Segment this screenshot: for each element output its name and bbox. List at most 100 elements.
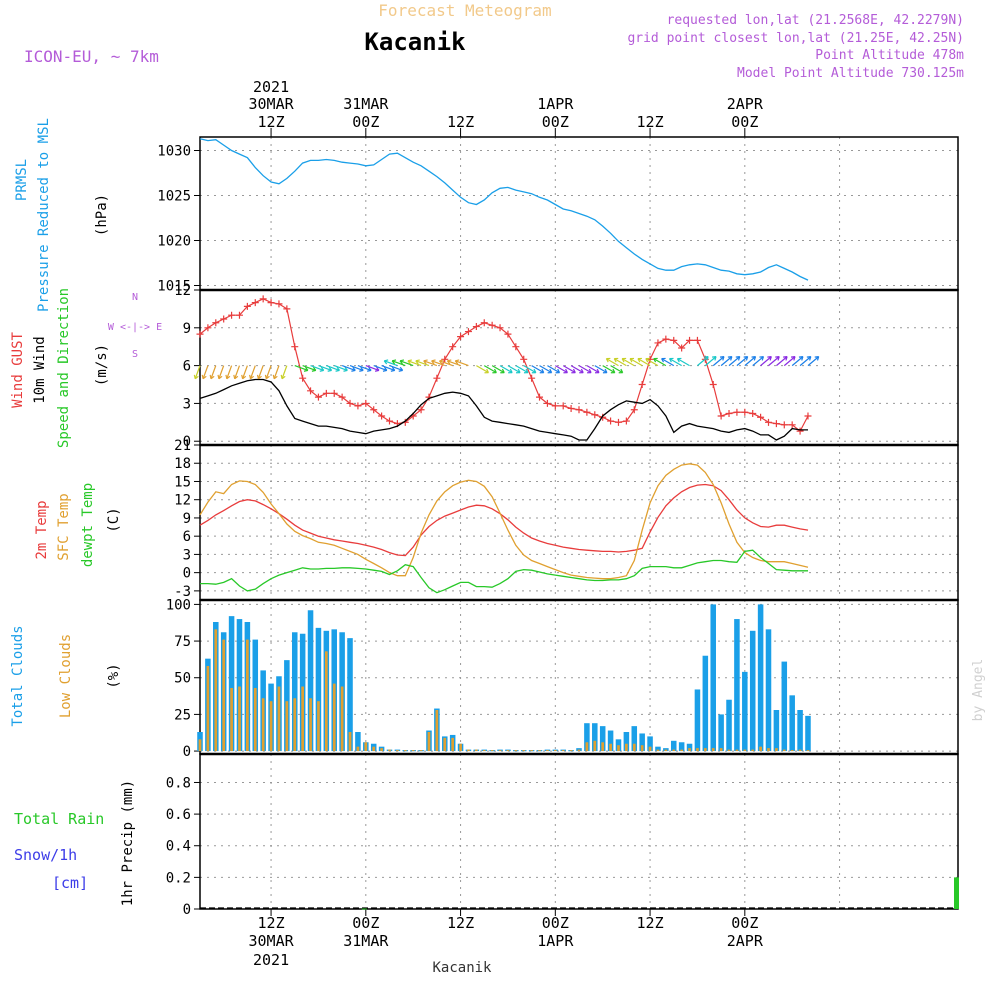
total-cloud-bar <box>655 746 661 752</box>
temp-ytick-label: 15 <box>174 474 191 490</box>
low-cloud-bar <box>214 629 218 752</box>
wind-arrow <box>712 356 725 367</box>
requested-coords: requested lon,lat (21.2568E, 42.2279N) <box>667 13 964 28</box>
top-time-date: 2APR <box>727 95 764 113</box>
wind-arrow <box>728 356 741 367</box>
low-cloud-bar <box>380 748 383 752</box>
clouds-ytick-label: 50 <box>174 671 191 687</box>
wind-arrow-head <box>704 356 709 361</box>
gust-marker <box>543 399 551 407</box>
top-time-year: 2021 <box>253 78 289 96</box>
wind-arrow-head <box>735 356 741 361</box>
wind-arrow-head <box>241 374 247 380</box>
dewpt-label: dewpt Temp <box>80 483 96 567</box>
wind-arrow-head <box>798 356 804 361</box>
rain-bar <box>361 908 367 910</box>
point-altitude: Point Altitude 478m <box>815 48 964 63</box>
wind-arrow <box>234 365 241 379</box>
wind-arrow-head <box>351 366 356 372</box>
pressure-ytick-label: 1020 <box>157 234 191 250</box>
wind-arrow <box>439 360 453 367</box>
low-cloud-bar <box>648 746 652 752</box>
wind-arrow <box>226 365 233 379</box>
gust-marker <box>717 412 725 420</box>
wind-arrow-head <box>610 368 616 374</box>
wind-arrow-head <box>621 357 627 363</box>
low-cloud-bar <box>459 743 462 752</box>
gust-marker <box>291 343 299 351</box>
top-time-hour: 12Z <box>258 113 285 131</box>
gust-marker <box>772 420 780 428</box>
low-cloud-bar <box>356 746 360 752</box>
wind-arrow-head <box>571 368 576 374</box>
wind-arrow <box>194 365 201 379</box>
gust-marker <box>654 339 662 347</box>
top-time-hour: 12Z <box>637 113 664 131</box>
temp-unit: (C) <box>106 507 122 532</box>
gust-marker <box>528 374 536 382</box>
low-cloud-bar <box>419 750 423 752</box>
gust-marker <box>630 406 638 414</box>
low-cloud-bar <box>672 749 676 752</box>
compass-s: S <box>132 349 138 360</box>
low-cloud-bar <box>546 750 549 752</box>
gust-marker <box>678 344 686 352</box>
low-cloud-bar <box>759 746 762 752</box>
total-cloud-bar <box>355 732 361 752</box>
total-cloud-bar <box>315 627 322 752</box>
wind-arrow <box>752 356 764 367</box>
gust-marker <box>686 336 694 344</box>
wind-ytick-label: 6 <box>183 359 191 375</box>
bottom-time-year: 2021 <box>253 951 289 969</box>
wind-arrow-head <box>563 368 568 374</box>
bottom-time-hour: 00Z <box>542 914 569 932</box>
low-cloud-bar <box>475 749 478 752</box>
bottom-place-label: Kacanik <box>432 960 492 976</box>
pressure-ytick-label: 1025 <box>157 189 191 205</box>
wind-arrow-head <box>327 366 333 372</box>
gust-line <box>199 298 809 433</box>
wind-ytick-label: 9 <box>183 321 191 337</box>
wind-arrow <box>349 365 364 371</box>
wind-arrow-head <box>775 356 780 361</box>
gust-marker <box>733 408 741 416</box>
wind-arrow-head <box>661 357 666 363</box>
wind-arrow <box>629 358 643 367</box>
total-cloud-bar <box>607 730 614 752</box>
total-cloud-bar <box>623 732 630 752</box>
wind-arrow <box>210 365 217 379</box>
wind-arrow-head <box>547 368 553 374</box>
gust-marker <box>338 393 346 401</box>
low-cloud-bar <box>309 698 312 752</box>
precip-ytick-label: 0.8 <box>166 775 191 791</box>
wind-arrow-head <box>415 359 420 365</box>
wind-arrow-head <box>201 374 207 380</box>
wind-arrow-head <box>233 374 239 380</box>
wind-arrow-head <box>605 357 611 363</box>
bottom-time-date: 30MAR <box>248 932 294 950</box>
wind-arrow <box>570 365 584 374</box>
wind-arrow <box>677 358 690 367</box>
total-cloud-bar <box>789 695 795 752</box>
wind-arrow <box>669 358 682 367</box>
wind-arrow-head <box>390 366 396 372</box>
gust-marker <box>370 406 378 414</box>
wind-arrow-head <box>602 368 608 374</box>
low-cloud-bar <box>435 710 439 752</box>
low-cloud-bar <box>230 688 233 752</box>
wind-arrow <box>760 356 772 367</box>
temp-ytick-label: 9 <box>183 511 191 527</box>
wind-arrow-head <box>399 359 405 365</box>
sfc-temp-line <box>199 463 809 580</box>
wind-arrow <box>807 356 820 367</box>
total-cloud-bar <box>615 739 622 752</box>
low-cloud-bar <box>332 683 336 752</box>
total-cloud-bar <box>773 710 780 752</box>
wind-arrow <box>281 365 288 379</box>
low-cloud-bar <box>664 749 668 752</box>
top-time-hour: 00Z <box>542 113 569 131</box>
wind-arrow-head <box>256 374 262 380</box>
wind-arrow-head <box>335 366 340 372</box>
low-cloud-bar <box>451 737 455 752</box>
low-cloud-bar <box>238 686 241 752</box>
